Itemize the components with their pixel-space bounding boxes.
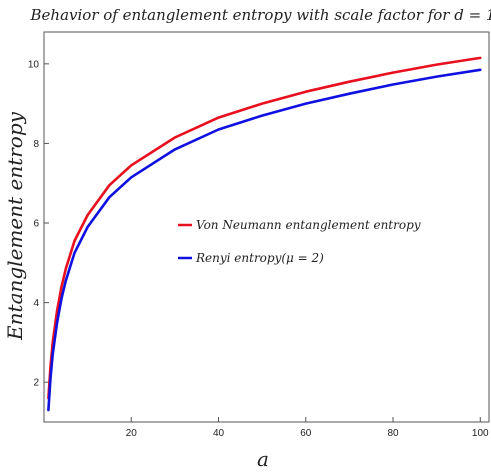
y-tick-label: 4 <box>33 298 39 309</box>
y-tick-label: 6 <box>33 219 39 230</box>
x-tick-label: 100 <box>472 428 489 439</box>
x-tick-label: 60 <box>300 428 312 439</box>
legend-label-1: Renyi entropy(μ = 2) <box>195 251 324 265</box>
x-axis-ticks: 20 40 60 80 100 <box>126 417 489 439</box>
x-axis-label: a <box>257 447 269 471</box>
series-line-0 <box>47 56 482 400</box>
series-lines <box>47 56 482 412</box>
legend-label-0: Von Neumann entanglement entropy <box>196 218 421 232</box>
chart-title: Behavior of entanglement entropy with sc… <box>30 6 491 24</box>
plot-frame <box>43 31 490 423</box>
x-tick-label: 20 <box>126 428 138 439</box>
x-tick-label: 40 <box>213 428 225 439</box>
y-tick-label: 2 <box>33 378 39 389</box>
y-tick-label: 8 <box>33 139 39 150</box>
y-tick-label: 10 <box>28 59 40 70</box>
legend: Von Neumann entanglement entropy Renyi en… <box>178 218 421 265</box>
y-axis-label: Entanglement entropy <box>3 111 27 341</box>
y-axis-ticks: 2 4 6 8 10 <box>28 59 49 389</box>
series-line-1 <box>47 68 482 412</box>
x-tick-label: 80 <box>387 428 399 439</box>
